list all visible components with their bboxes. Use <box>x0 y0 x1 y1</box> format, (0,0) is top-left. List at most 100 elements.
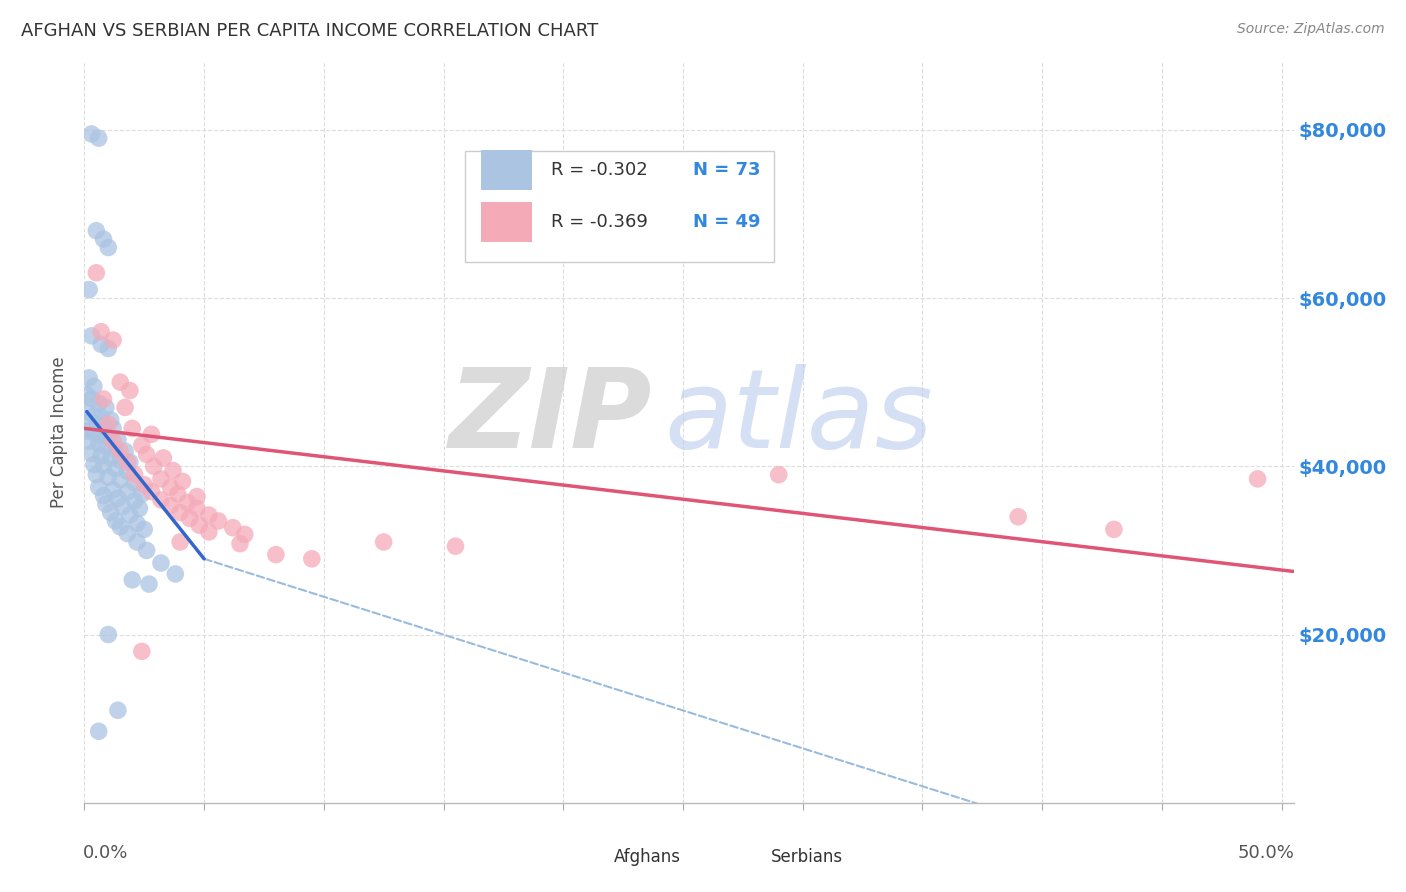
Point <box>101 434 124 448</box>
Point <box>142 459 165 474</box>
Point <box>87 724 110 739</box>
Point <box>97 240 120 255</box>
Text: atlas: atlas <box>665 364 934 471</box>
Point <box>134 477 156 491</box>
Point <box>87 480 110 494</box>
Point <box>90 427 112 442</box>
Point <box>110 520 132 534</box>
Point <box>110 453 132 467</box>
Point <box>125 516 148 531</box>
Point <box>93 232 115 246</box>
Point <box>222 521 245 535</box>
Point <box>104 514 127 528</box>
Point <box>117 455 139 469</box>
Text: 50.0%: 50.0% <box>1237 844 1295 862</box>
Point <box>118 455 141 469</box>
Point <box>117 526 139 541</box>
FancyBboxPatch shape <box>481 202 531 242</box>
Point <box>117 484 139 499</box>
Point <box>90 325 112 339</box>
Text: 0.0%: 0.0% <box>83 844 128 862</box>
Point <box>97 470 120 484</box>
Point <box>93 418 115 433</box>
Point <box>149 492 172 507</box>
Point <box>165 566 187 581</box>
Text: ZIP: ZIP <box>449 364 652 471</box>
Point <box>80 329 103 343</box>
Point <box>124 493 146 508</box>
Point <box>169 506 191 520</box>
Point <box>114 401 136 415</box>
Point <box>131 438 153 452</box>
Point <box>110 444 132 458</box>
Text: R = -0.369: R = -0.369 <box>551 212 648 231</box>
Point <box>301 551 323 566</box>
Point <box>94 497 117 511</box>
FancyBboxPatch shape <box>481 150 531 190</box>
Point <box>121 421 143 435</box>
Point <box>101 333 124 347</box>
Point <box>110 375 132 389</box>
Text: N = 73: N = 73 <box>693 161 761 178</box>
Point <box>101 483 124 497</box>
Point <box>90 337 112 351</box>
Point <box>134 522 156 536</box>
Point <box>80 392 103 406</box>
Point <box>93 489 115 503</box>
Point <box>83 409 105 423</box>
Point <box>83 458 105 472</box>
Point <box>128 501 150 516</box>
Point <box>233 527 256 541</box>
Point <box>94 401 117 415</box>
Point <box>149 556 172 570</box>
Point <box>138 577 160 591</box>
Point <box>229 536 252 550</box>
Point <box>159 499 181 513</box>
Point <box>87 436 110 450</box>
Point <box>104 442 127 457</box>
Point <box>176 495 198 509</box>
Point <box>107 703 129 717</box>
Point <box>114 444 136 458</box>
Point <box>100 450 122 465</box>
Point <box>100 413 122 427</box>
Point <box>97 342 120 356</box>
FancyBboxPatch shape <box>554 841 605 872</box>
Point <box>159 480 181 494</box>
Point <box>1007 509 1029 524</box>
Point <box>83 379 105 393</box>
FancyBboxPatch shape <box>465 152 773 262</box>
Point <box>1102 522 1125 536</box>
Point <box>768 467 790 482</box>
Point <box>179 511 201 525</box>
FancyBboxPatch shape <box>710 841 762 872</box>
Point <box>76 388 98 402</box>
Point <box>141 427 163 442</box>
Point <box>104 462 127 476</box>
Point <box>101 421 124 435</box>
Point <box>87 131 110 145</box>
Point <box>172 475 194 489</box>
Point <box>80 127 103 141</box>
Point <box>86 266 108 280</box>
Point <box>124 476 146 491</box>
Point <box>152 450 174 465</box>
Point <box>93 459 115 474</box>
Point <box>118 508 141 522</box>
Point <box>186 490 208 504</box>
Point <box>124 467 146 482</box>
Point <box>90 410 112 425</box>
Point <box>198 508 221 522</box>
Point <box>77 283 100 297</box>
Point <box>76 404 98 418</box>
Point <box>97 627 120 641</box>
Point <box>188 518 211 533</box>
Point <box>77 434 100 448</box>
Point <box>100 506 122 520</box>
Point <box>186 501 208 516</box>
Point <box>107 491 129 506</box>
Point <box>86 417 108 432</box>
Text: N = 49: N = 49 <box>693 212 761 231</box>
Point <box>141 484 163 499</box>
Point <box>444 539 467 553</box>
